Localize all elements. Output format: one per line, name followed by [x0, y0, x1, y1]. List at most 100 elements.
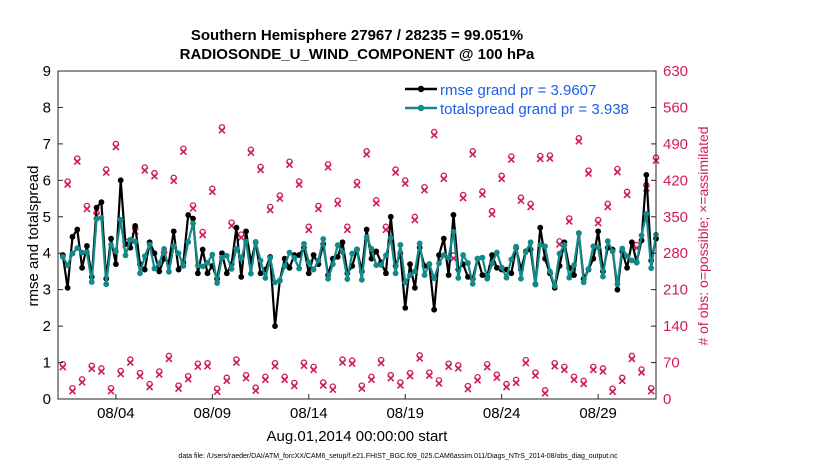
rmse-point [93, 204, 100, 211]
spread-point [440, 252, 447, 258]
y-right-tick-label: 490 [663, 136, 688, 153]
obs-assimilated-marker [488, 210, 496, 218]
spread-point [600, 273, 606, 280]
spread-point [141, 253, 148, 260]
spread-point [518, 275, 524, 282]
spread-point [175, 250, 182, 257]
spread-point [363, 234, 370, 241]
obs-assimilated-marker [324, 163, 332, 171]
spread-point [542, 243, 548, 250]
obs-assimilated-marker [107, 387, 115, 395]
data-file-footer: data file: /Users/raeder/DAI/ATM_forcXX/… [178, 453, 618, 460]
obs-assimilated-marker [68, 387, 77, 395]
spread-point [127, 236, 134, 243]
obs-assimilated-marker [647, 387, 655, 395]
legend-rmse-marker [417, 85, 425, 93]
obs-assimilated-marker [589, 366, 597, 374]
rmse-point [339, 239, 346, 246]
rmse-point [537, 224, 544, 231]
obs-assimilated-marker [174, 385, 183, 393]
spread-point [243, 238, 249, 245]
obs-assimilated-marker [440, 175, 448, 183]
obs-assimilated-marker [531, 372, 540, 380]
spread-point [411, 268, 418, 275]
spread-point [633, 259, 640, 266]
obs-assimilated-marker [527, 203, 535, 211]
spread-point [474, 255, 481, 262]
obs-assimilated-marker [493, 374, 501, 382]
spread-point [643, 210, 650, 217]
spread-point [137, 270, 143, 277]
y-left-tick-label: 2 [43, 318, 51, 335]
obs-assimilated-marker [512, 379, 520, 387]
rmse-point [310, 252, 317, 258]
obs-assimilated-marker [184, 375, 192, 383]
y-left-tick-label: 0 [43, 391, 51, 408]
spread-point [190, 220, 196, 227]
spread-point [199, 263, 206, 270]
obs-assimilated-marker [338, 358, 347, 367]
obs-assimilated-marker [560, 366, 568, 374]
rmse-point [334, 253, 341, 260]
rmse-point [407, 261, 413, 268]
spread-point [431, 275, 438, 282]
spread-point [194, 262, 201, 269]
spread-point [88, 279, 95, 285]
obs-assimilated-marker [150, 172, 159, 180]
obs-assimilated-marker [387, 374, 395, 382]
obs-assimilated-marker [623, 191, 631, 199]
spread-point [98, 214, 105, 221]
obs-assimilated-marker [208, 188, 216, 196]
spread-point [508, 256, 515, 263]
chart-title-line2: RADIOSONDE_U_WIND_COMPONENT @ 100 hPa [180, 46, 535, 63]
obs-assimilated-marker [203, 362, 212, 370]
obs-assimilated-marker [618, 377, 626, 385]
spread-point [257, 257, 264, 264]
obs-assimilated-marker [170, 177, 178, 185]
obs-assimilated-marker [570, 376, 578, 384]
rmse-point [305, 270, 312, 277]
spread-point [79, 249, 86, 256]
spread-point [527, 239, 534, 246]
spread-point [349, 250, 356, 257]
obs-assimilated-marker [459, 194, 467, 202]
rmse-point [69, 233, 76, 240]
rmse-point [64, 284, 71, 291]
obs-assimilated-marker [358, 385, 366, 393]
spread-point [238, 255, 245, 262]
obs-assimilated-marker [136, 372, 144, 380]
obs-assimilated-marker [411, 216, 419, 224]
rmse-point [445, 272, 452, 278]
rmse-point [272, 323, 278, 330]
rmse-point [257, 270, 264, 277]
x-axis-label: Aug.01,2014 00:00:00 start [267, 428, 449, 445]
obs-assimilated-marker [126, 358, 134, 367]
spread-point [354, 246, 360, 253]
spread-point [132, 238, 139, 245]
rmse-point [628, 239, 635, 246]
rmse-point [387, 213, 394, 220]
spread-point [170, 243, 177, 249]
spread-point [329, 261, 336, 268]
obs-assimilated-marker [141, 166, 149, 175]
obs-assimilated-marker [628, 355, 636, 363]
obs-assimilated-marker [609, 388, 617, 396]
obs-assimilated-marker [430, 131, 438, 139]
obs-assimilated-marker [261, 376, 269, 384]
obs-assimilated-marker [599, 367, 607, 375]
spread-point [590, 243, 597, 250]
obs-assimilated-marker [88, 365, 96, 373]
spread-point [469, 280, 476, 287]
y-left-tick-label: 9 [43, 63, 51, 80]
obs-assimilated-marker [392, 168, 400, 177]
obs-assimilated-marker [266, 206, 274, 214]
obs-assimilated-marker [252, 387, 260, 395]
rmse-point [465, 274, 471, 280]
rmse-point [373, 248, 380, 255]
rmse-point [79, 264, 86, 271]
obs-assimilated-marker [469, 150, 477, 158]
rmse-point [411, 284, 418, 291]
spread-point [503, 274, 510, 281]
obs-assimilated-marker [314, 205, 322, 213]
